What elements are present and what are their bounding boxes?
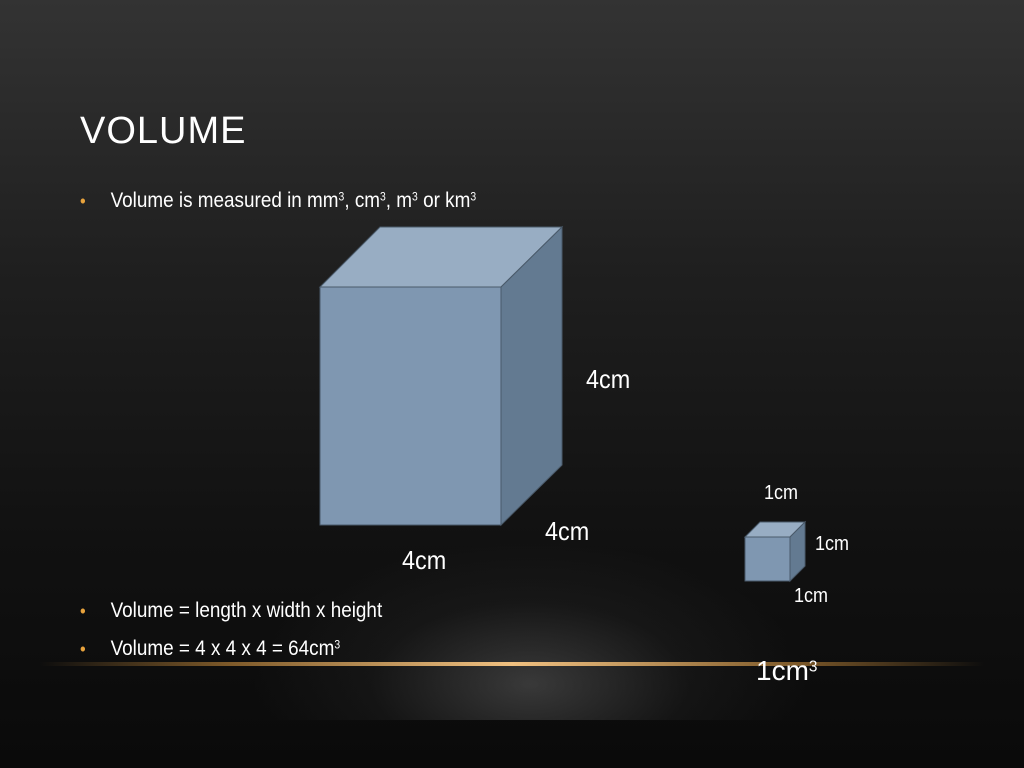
- bullet-units: • Volume is measured in mm3, cm3, m3 or …: [80, 189, 476, 213]
- bullet-marker: •: [80, 190, 86, 211]
- bullet-units-text: Volume is measured in mm3, cm3, m3 or km…: [110, 189, 477, 212]
- bullet-marker: •: [80, 638, 86, 659]
- bullet-formula: • Volume = length x width x height: [80, 599, 382, 623]
- big-cube-front-face: [319, 286, 502, 526]
- small-cube-top-label: 1cm: [764, 482, 799, 504]
- big-cube-width-label: 4cm: [402, 545, 447, 575]
- small-cube-side-label: 1cm: [815, 533, 850, 555]
- big-cube-height-label: 4cm: [586, 364, 631, 394]
- big-cube-depth-label: 4cm: [545, 516, 590, 546]
- bullet-calculation: • Volume = 4 x 4 x 4 = 64cm3: [80, 637, 340, 661]
- slide-title: Volume: [80, 110, 247, 152]
- small-cube-bottom-label: 1cm: [794, 585, 829, 607]
- small-cube-volume-label: 1cm3: [756, 655, 818, 686]
- accent-line: [40, 662, 984, 666]
- small-cube-front-face: [744, 536, 791, 582]
- bullet-calculation-text: Volume = 4 x 4 x 4 = 64cm3: [110, 637, 341, 660]
- bullet-marker: •: [80, 600, 86, 621]
- bullet-formula-text: Volume = length x width x height: [110, 599, 383, 622]
